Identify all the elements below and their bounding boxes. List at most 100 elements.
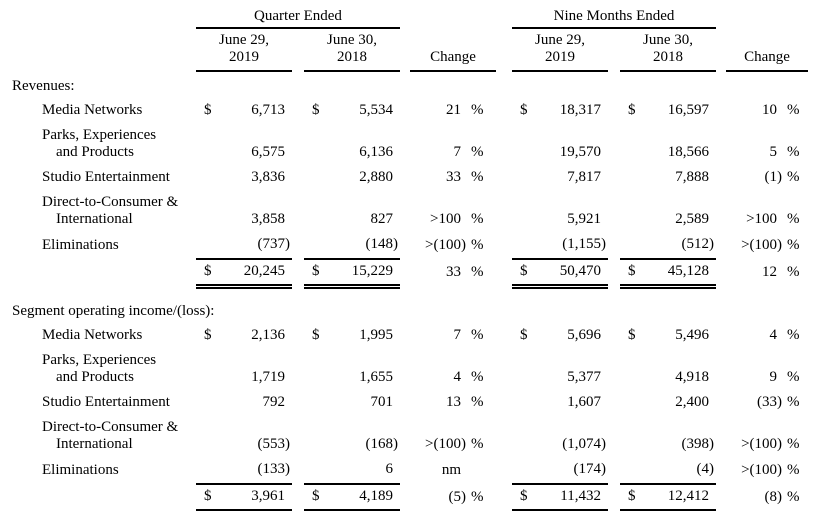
- dollar-sign: $: [304, 258, 328, 286]
- amount-cell: (553): [257, 436, 291, 452]
- gap-cell: [716, 322, 726, 349]
- dollar-sign: $: [628, 327, 636, 343]
- q-change-header: Change: [410, 28, 496, 72]
- row-label-line: International: [56, 211, 133, 227]
- gap-cell: [400, 97, 410, 124]
- gap-cell: [716, 2, 726, 28]
- gap-cell: [400, 389, 410, 416]
- section-heading-row: Segment operating income/(loss):: [0, 288, 814, 322]
- gap-cell: [292, 97, 304, 124]
- dollar-sign: [620, 349, 644, 389]
- change-value: >(100): [741, 436, 783, 452]
- amount-cell: (4): [696, 461, 715, 477]
- gap-cell: [716, 349, 726, 389]
- gap-cell: [608, 349, 620, 389]
- percent-sign: %: [471, 489, 484, 505]
- amount-cell: 5,377: [567, 369, 601, 385]
- percent-sign: %: [787, 462, 800, 478]
- amount-cell: (1,155): [562, 236, 606, 252]
- corner-cell: [0, 2, 196, 28]
- gap-cell: [496, 349, 512, 389]
- table-row: Eliminations (133) 6 nm (174) (4) >(100)…: [0, 456, 814, 484]
- amount-cell: (148): [365, 236, 399, 252]
- gap-cell: [808, 322, 814, 349]
- n-june29-2019-header: June 29, 2019: [512, 28, 608, 72]
- change-value: (8): [764, 489, 783, 505]
- gap-cell: [608, 231, 620, 259]
- amount-cell: 2,136: [251, 327, 285, 343]
- dollar-sign: [512, 124, 536, 164]
- amount-cell: 18,566: [667, 144, 710, 160]
- dollar-sign: [196, 124, 220, 164]
- dollar-sign: [512, 456, 536, 484]
- gap-cell: [400, 259, 410, 285]
- table-row: Direct-to-Consumer & International 3,858 …: [0, 191, 814, 231]
- gap-cell: [716, 416, 726, 456]
- percent-sign: %: [787, 102, 800, 118]
- amount-cell: 4,918: [675, 369, 710, 385]
- header-line: June 30,: [327, 32, 377, 48]
- gap-cell: [400, 349, 410, 389]
- gap-cell: [292, 231, 304, 259]
- percent-sign: %: [787, 169, 800, 185]
- change-value: (1): [764, 169, 783, 185]
- dollar-sign: [196, 164, 220, 191]
- gap-cell: [400, 164, 410, 191]
- amount-cell: 2,400: [675, 394, 710, 410]
- percent-sign: %: [471, 436, 484, 452]
- dollar-sign: $: [204, 327, 212, 343]
- change-value: 21: [446, 102, 461, 118]
- gap-cell: [608, 191, 620, 231]
- gap-cell: [608, 97, 620, 124]
- dollar-sign: [304, 349, 328, 389]
- section-title-segment-operating-income: Segment operating income/(loss):: [12, 303, 215, 319]
- dollar-sign: [196, 456, 220, 484]
- amount-cell: 701: [370, 394, 394, 410]
- change-value: nm: [441, 462, 461, 478]
- total-amount: 12,412: [644, 483, 717, 511]
- table-row: Studio Entertainment 792 701 13 % 1,607 …: [0, 389, 814, 416]
- total-amount: 15,229: [328, 258, 400, 286]
- gap-cell: [608, 456, 620, 484]
- dollar-sign: [620, 456, 644, 484]
- amount-cell: (174): [573, 461, 607, 477]
- dollar-sign: [620, 164, 644, 191]
- change-value: 10: [762, 102, 778, 118]
- change-value: >(100): [425, 237, 466, 253]
- gap-cell: [716, 456, 726, 484]
- row-label: Direct-to-Consumer & International: [0, 191, 196, 231]
- row-label: [0, 259, 196, 285]
- row-label: Eliminations: [42, 462, 119, 478]
- dollar-sign: $: [204, 102, 212, 118]
- dollar-sign: $: [196, 483, 220, 511]
- gap-cell: [808, 164, 814, 191]
- table-row: Media Networks $ 6,713 $ 5,534 21 % $ 18…: [0, 97, 814, 124]
- row-label-line: Direct-to-Consumer &: [42, 419, 179, 435]
- dollar-sign: $: [620, 483, 644, 511]
- dollar-sign: [304, 416, 328, 456]
- double-rule: [620, 285, 717, 289]
- gap-cell: [808, 456, 814, 484]
- table-row: Media Networks $ 2,136 $ 1,995 7 % $ 5,6…: [0, 322, 814, 349]
- change-value: 12: [762, 264, 778, 280]
- gap-cell: [808, 416, 814, 456]
- n-june30-2018-header: June 30, 2018: [620, 28, 717, 72]
- amount-cell: 16,597: [667, 102, 710, 118]
- row-label-line: Parks, Experiences: [42, 127, 157, 143]
- dollar-sign: [196, 231, 220, 259]
- row-label: Media Networks: [42, 102, 143, 118]
- dollar-sign: [304, 191, 328, 231]
- total-row: $ 3,961 $ 4,189 (5) % $ 11,432 $ 12,412 …: [0, 483, 814, 511]
- gap-cell: [608, 484, 620, 510]
- percent-sign: %: [471, 369, 484, 385]
- dollar-sign: [196, 389, 220, 416]
- gap-cell: [496, 389, 512, 416]
- gap-cell: [400, 191, 410, 231]
- amount-cell: (1,074): [562, 436, 606, 452]
- gap-cell: [716, 191, 726, 231]
- row-label: Media Networks: [42, 327, 143, 343]
- table-row: Eliminations (737) (148) >(100) % (1,155…: [0, 231, 814, 259]
- amount-cell: 2,589: [675, 211, 710, 227]
- gap-cell: [608, 389, 620, 416]
- percent-sign: %: [787, 264, 800, 280]
